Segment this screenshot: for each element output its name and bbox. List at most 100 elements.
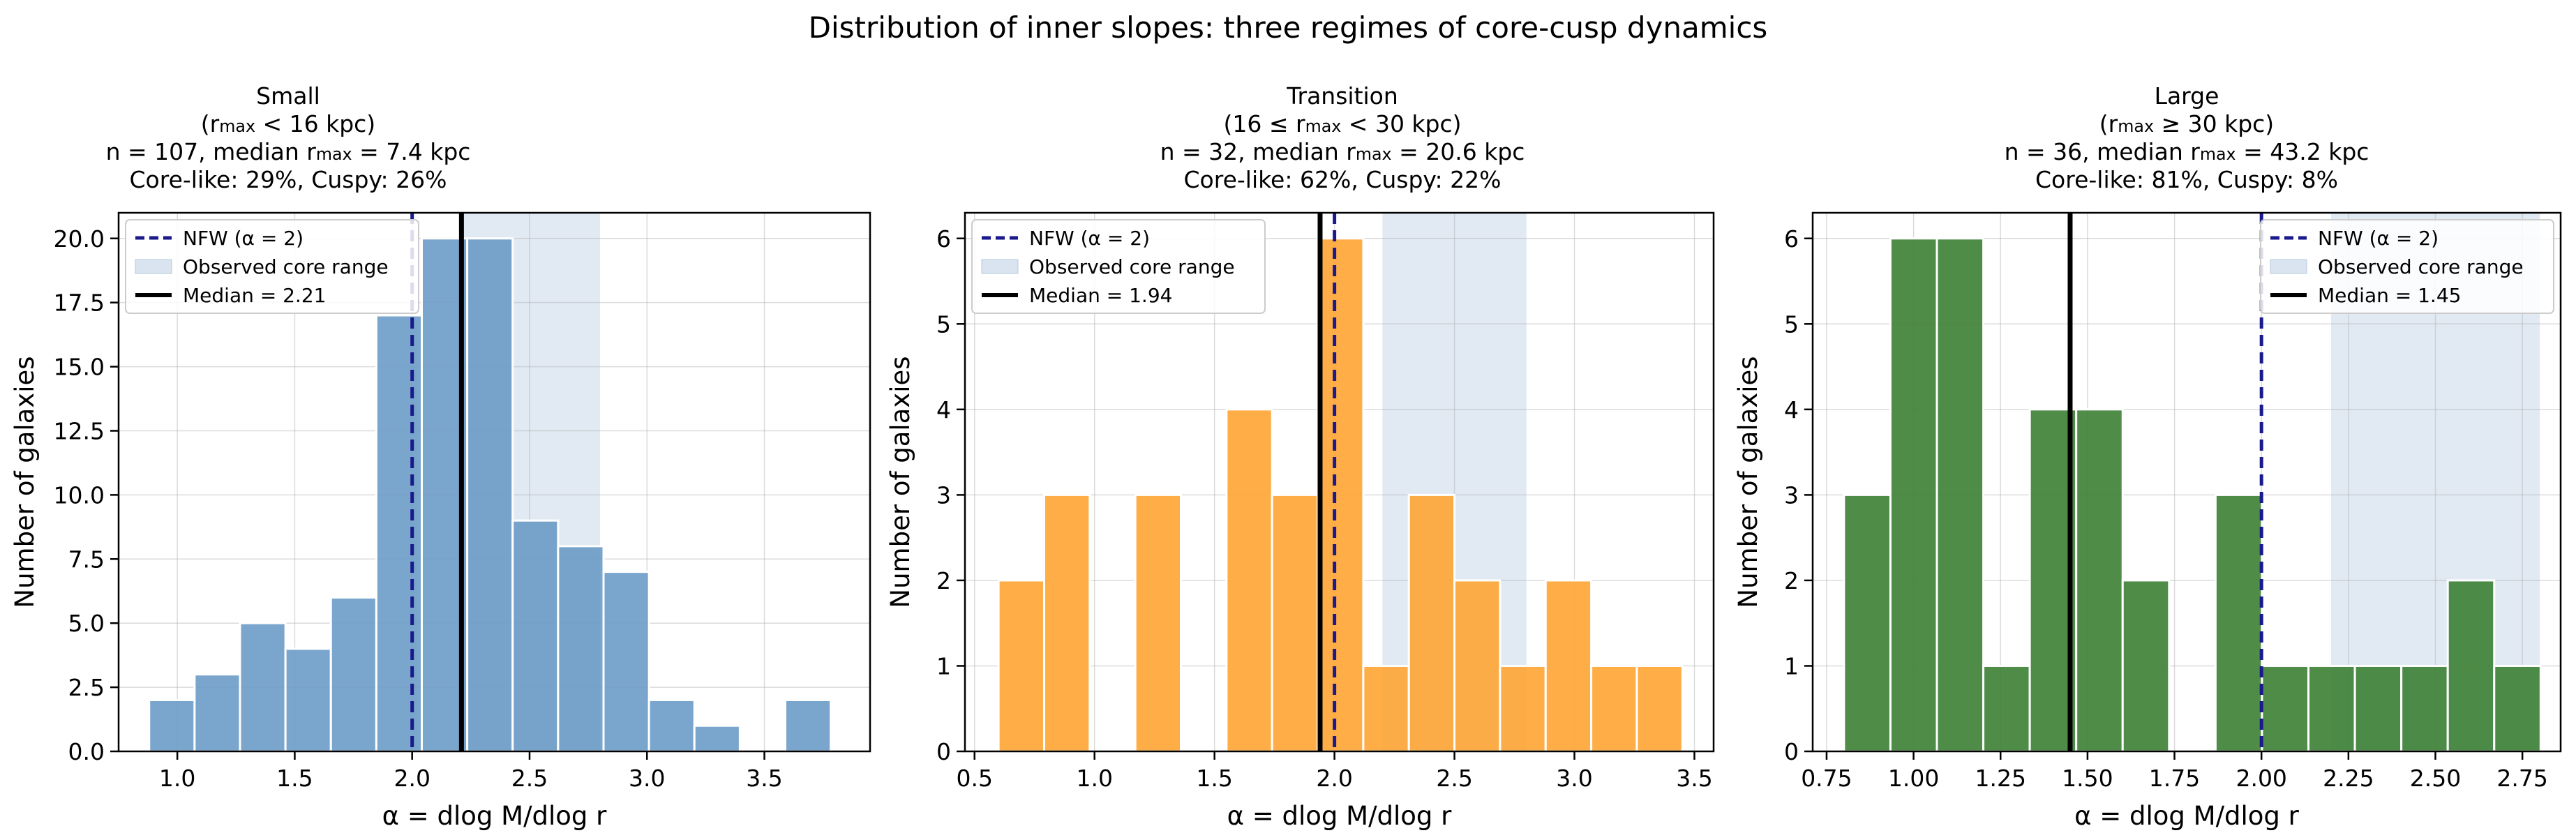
histogram-bar <box>1407 493 1456 753</box>
panel-large: 0.75 1.00 1.25 1.50 1.75 2.00 2.25 2.50 2.75 0 1 2 3… <box>1733 211 2562 831</box>
x-axis-label: α = dlog M/dlog r <box>2074 801 2300 831</box>
y-tick-label: 12.5 <box>54 417 105 444</box>
histogram-bar <box>997 579 1045 753</box>
panel-range: (16 ≤ rmax < 30 kpc) <box>1223 110 1462 137</box>
histogram-bar <box>466 237 514 753</box>
histogram-bar <box>2307 664 2356 753</box>
histogram-bar <box>2075 408 2124 753</box>
x-tick-label: 2.5 <box>511 765 548 792</box>
legend-nfw-label: NFW (α = 2) <box>183 227 304 250</box>
histogram-bar <box>1499 664 1547 753</box>
histogram-bar <box>1317 237 1365 753</box>
legend-core-swatch <box>2270 259 2307 274</box>
x-tick-label: 0.5 <box>957 765 993 792</box>
histogram-bar <box>193 673 241 753</box>
histogram-bar <box>784 698 832 753</box>
histogram-bar <box>693 724 741 753</box>
x-tick-label: 1.50 <box>2062 765 2113 792</box>
panel-fractions: Core-like: 62%, Cuspy: 22% <box>1183 166 1502 193</box>
histogram-bar <box>284 647 332 753</box>
y-tick-label: 10.0 <box>54 481 105 509</box>
legend: NFW (α = 2) Observed core range Median = 1… <box>2260 219 2554 314</box>
figure-title: Distribution of inner slopes: three regi… <box>808 10 1768 45</box>
x-tick-label: 2.5 <box>1436 765 1472 792</box>
legend-median-label: Median = 1.94 <box>1029 284 1172 307</box>
histogram-bar <box>148 698 196 753</box>
panel-stats: n = 107, median rmax = 7.4 kpc <box>105 138 471 165</box>
x-tick-label: 1.00 <box>1888 765 1939 792</box>
y-tick-label: 4 <box>936 396 951 423</box>
y-tick-label: 6 <box>1784 225 1799 253</box>
x-tick-label: 1.25 <box>1975 765 2026 792</box>
axes-frame <box>1811 211 2562 753</box>
legend-nfw-label: NFW (α = 2) <box>1029 227 1150 250</box>
legend-core-swatch <box>981 259 1019 274</box>
y-tick-label: 1 <box>936 652 951 680</box>
legend-median-label: Median = 1.45 <box>2318 284 2461 307</box>
histogram-bar <box>2121 579 2171 753</box>
legend-core-label: Observed core range <box>183 255 389 278</box>
histogram-bar <box>2214 493 2263 753</box>
y-tick-label: 5.0 <box>68 610 105 637</box>
panel-title-large: Large (rmax ≥ 30 kpc) n = 36, median rma… <box>1977 82 2396 194</box>
histogram-bar <box>511 519 560 753</box>
histogram-bar <box>1362 664 1410 753</box>
histogram-bar <box>2353 664 2403 753</box>
histogram-bar <box>1635 664 1684 753</box>
panel-small: 1.0 1.5 2.0 2.5 3.0 3.5 0.0 2.5 5.0 7.5 10.0 12.5 15… <box>10 211 871 831</box>
histogram-bar <box>1982 664 2031 753</box>
axes-frame <box>964 211 1715 753</box>
x-tick-label: 2.25 <box>2323 765 2374 792</box>
histogram-bar <box>1225 408 1273 753</box>
y-tick-label: 3 <box>1784 481 1799 509</box>
y-tick-label: 17.5 <box>54 290 105 317</box>
x-tick-label: 3.5 <box>1676 765 1712 792</box>
histogram-bar <box>602 571 650 753</box>
legend-box <box>2260 219 2554 314</box>
x-tick-label: 1.5 <box>1196 765 1232 792</box>
x-tick-label: 1.0 <box>159 765 195 792</box>
panel-range: (rmax ≥ 30 kpc) <box>2099 110 2275 137</box>
y-tick-label: 4 <box>1784 396 1799 423</box>
histogram-bar <box>1453 579 1502 753</box>
panel-transition: 0.5 1.0 1.5 2.0 2.5 3.0 3.5 0 1 2 3 4 5 6 α = dlog M/d… <box>885 211 1715 831</box>
histogram-bar <box>2446 579 2496 753</box>
panel-title-small: Small (rmax < 16 kpc) n = 107, median rm… <box>79 82 497 194</box>
x-tick-label: 2.00 <box>2236 765 2286 792</box>
x-tick-label: 2.50 <box>2410 765 2461 792</box>
x-tick-label: 2.0 <box>394 765 430 792</box>
histogram-bar <box>557 545 605 753</box>
y-axis-label: Number of galaxies <box>1733 356 1763 608</box>
y-tick-label: 6 <box>936 225 951 253</box>
y-axis-label: Number of galaxies <box>885 356 915 608</box>
panel-fractions: Core-like: 29%, Cuspy: 26% <box>129 166 447 193</box>
histogram-bar <box>1134 493 1183 753</box>
x-tick-label: 3.0 <box>629 765 665 792</box>
y-tick-label: 2 <box>1784 567 1799 594</box>
histogram-bar <box>1544 579 1593 753</box>
panel-stats: n = 36, median rmax = 43.2 kpc <box>2004 138 2369 165</box>
y-tick-label: 0 <box>936 738 951 765</box>
x-tick-label: 3.0 <box>1556 765 1592 792</box>
histogram-bar <box>2400 664 2449 753</box>
legend: NFW (α = 2) Observed core range Median = 1… <box>971 219 1266 314</box>
histogram-bar <box>239 622 287 753</box>
histogram-bar <box>2493 664 2542 753</box>
x-axis-label: α = dlog M/dlog r <box>382 801 608 831</box>
histogram-bar <box>329 596 377 753</box>
x-tick-label: 1.75 <box>2149 765 2200 792</box>
legend-core-label: Observed core range <box>1029 255 1235 278</box>
x-tick-label: 3.5 <box>746 765 782 792</box>
axes-frame <box>117 211 871 753</box>
histogram-bar <box>375 314 424 753</box>
histogram-bar <box>1042 493 1091 753</box>
panel-stats: n = 32, median rmax = 20.6 kpc <box>1160 138 1525 165</box>
panel-fractions: Core-like: 81%, Cuspy: 8% <box>2035 166 2338 193</box>
legend-core-swatch <box>135 259 172 274</box>
histogram-bar <box>1271 493 1319 753</box>
x-axis-label: α = dlog M/dlog r <box>1227 801 1453 831</box>
y-tick-label: 0 <box>1784 738 1799 765</box>
y-tick-label: 5 <box>936 310 951 338</box>
x-tick-label: 1.0 <box>1076 765 1112 792</box>
